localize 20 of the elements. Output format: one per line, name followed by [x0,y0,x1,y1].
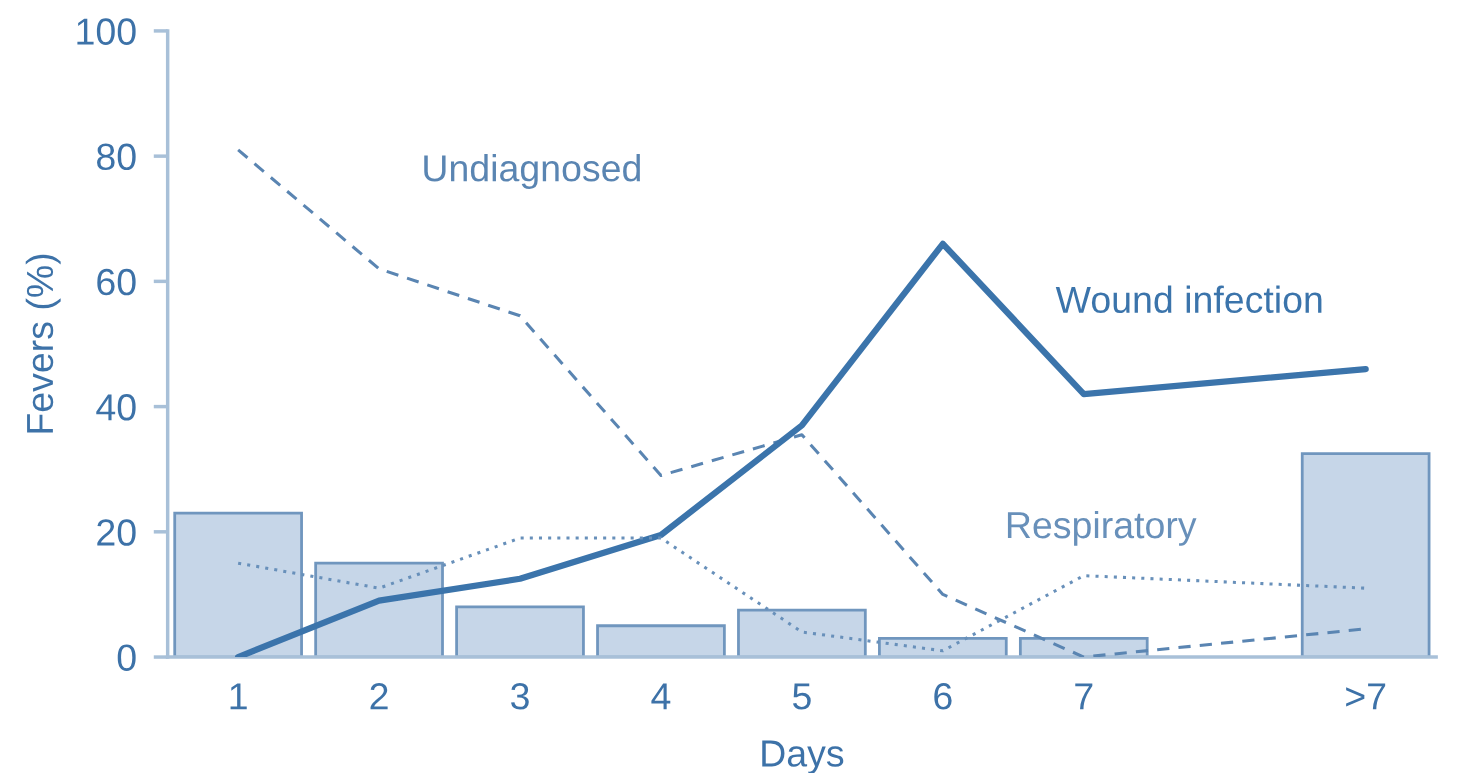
bar [455,605,585,658]
y-tick-label: 60 [97,268,136,296]
x-tick-label: 3 [511,683,529,710]
x-tick-label: 1 [230,683,247,710]
series-label: Respiratory [1007,510,1197,546]
x-tick-label: 4 [651,683,671,710]
x-tick-label: 7 [1075,683,1093,710]
y-tick-label: 100 [77,18,136,45]
y-tick-label: 40 [96,394,136,421]
text: Undiagnosed [424,154,640,189]
bar [596,624,726,658]
y-tick-label: 20 [97,519,136,546]
x-tick-label: 2 [370,683,388,710]
x-tick-label: 5 [792,683,811,710]
series-label: Wound infection [1055,285,1322,314]
y-tick-label: 0 [117,644,136,672]
y-tick-label: 80 [97,143,136,171]
x-tick-label: >7 [1346,683,1386,710]
y-axis-title: Fevers (%) [25,254,61,433]
x-tick-label: 6 [934,683,952,710]
